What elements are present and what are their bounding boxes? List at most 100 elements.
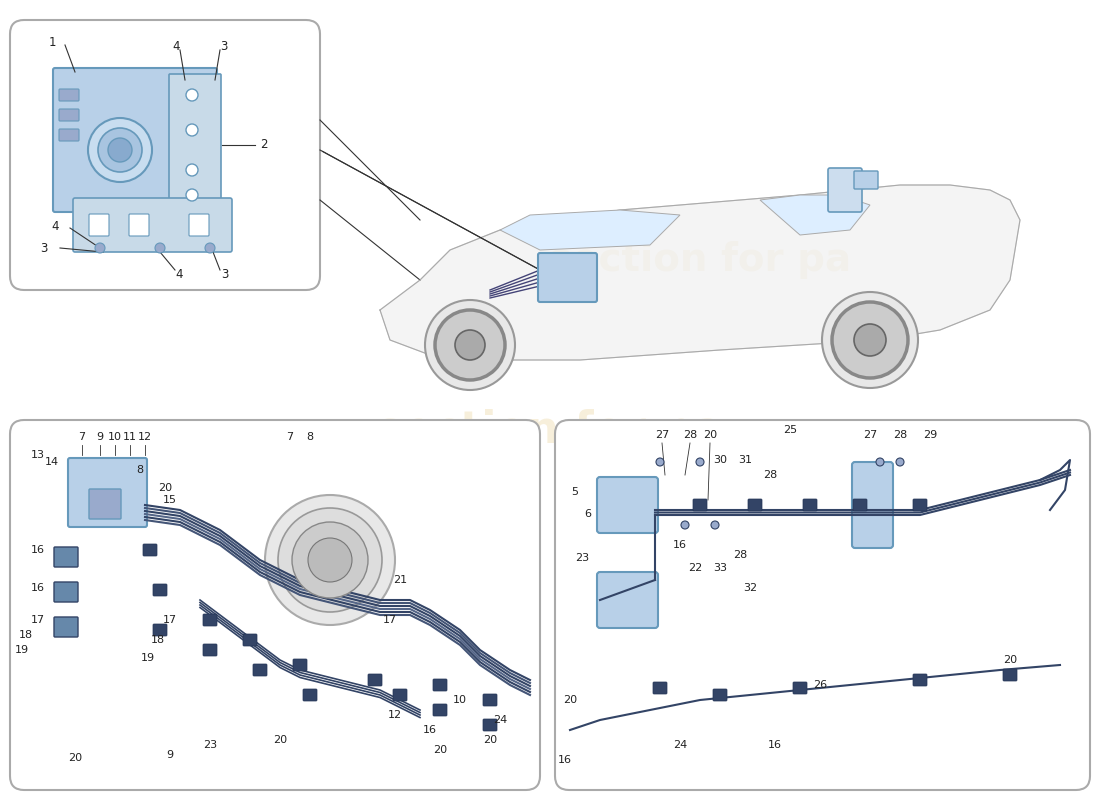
Text: 28: 28 bbox=[763, 470, 777, 480]
FancyBboxPatch shape bbox=[293, 659, 307, 671]
FancyBboxPatch shape bbox=[189, 214, 209, 236]
FancyBboxPatch shape bbox=[556, 420, 1090, 790]
Text: 15: 15 bbox=[163, 495, 177, 505]
Text: 18: 18 bbox=[19, 630, 33, 640]
Text: 26: 26 bbox=[813, 680, 827, 690]
FancyBboxPatch shape bbox=[433, 704, 447, 716]
FancyBboxPatch shape bbox=[433, 679, 447, 691]
Text: section for pa: section for pa bbox=[588, 559, 912, 601]
Text: 30: 30 bbox=[713, 455, 727, 465]
Circle shape bbox=[186, 189, 198, 201]
Text: 6: 6 bbox=[584, 509, 592, 519]
FancyBboxPatch shape bbox=[169, 74, 221, 211]
FancyBboxPatch shape bbox=[483, 719, 497, 731]
FancyBboxPatch shape bbox=[597, 572, 658, 628]
FancyBboxPatch shape bbox=[10, 20, 320, 290]
FancyBboxPatch shape bbox=[483, 694, 497, 706]
FancyBboxPatch shape bbox=[153, 624, 167, 636]
Text: 7: 7 bbox=[78, 432, 86, 442]
Text: 17: 17 bbox=[31, 615, 45, 625]
FancyBboxPatch shape bbox=[204, 614, 217, 626]
FancyBboxPatch shape bbox=[59, 129, 79, 141]
Text: 20: 20 bbox=[1003, 655, 1018, 665]
FancyBboxPatch shape bbox=[243, 634, 257, 646]
FancyBboxPatch shape bbox=[73, 198, 232, 252]
Text: 16: 16 bbox=[31, 583, 45, 593]
Text: 20: 20 bbox=[68, 753, 82, 763]
Circle shape bbox=[186, 124, 198, 136]
Circle shape bbox=[95, 243, 104, 253]
FancyBboxPatch shape bbox=[54, 617, 78, 637]
Circle shape bbox=[88, 118, 152, 182]
Text: 20: 20 bbox=[483, 735, 497, 745]
FancyBboxPatch shape bbox=[913, 674, 927, 686]
FancyBboxPatch shape bbox=[713, 689, 727, 701]
Polygon shape bbox=[379, 185, 1020, 360]
Text: 5: 5 bbox=[572, 487, 579, 497]
FancyBboxPatch shape bbox=[59, 89, 79, 101]
Circle shape bbox=[186, 89, 198, 101]
Circle shape bbox=[292, 522, 368, 598]
Text: 16: 16 bbox=[558, 755, 572, 765]
Text: 17: 17 bbox=[163, 615, 177, 625]
Text: 9: 9 bbox=[97, 432, 103, 442]
Text: 1: 1 bbox=[48, 35, 56, 49]
FancyBboxPatch shape bbox=[828, 168, 862, 212]
FancyBboxPatch shape bbox=[693, 499, 707, 511]
Text: 14: 14 bbox=[45, 457, 59, 467]
Text: 25: 25 bbox=[783, 425, 798, 435]
Circle shape bbox=[205, 243, 214, 253]
Text: 16: 16 bbox=[768, 740, 782, 750]
Text: 4: 4 bbox=[173, 39, 179, 53]
Circle shape bbox=[696, 458, 704, 466]
Text: 7: 7 bbox=[286, 432, 294, 442]
Circle shape bbox=[98, 128, 142, 172]
Text: 10: 10 bbox=[453, 695, 468, 705]
Text: 33: 33 bbox=[713, 563, 727, 573]
FancyBboxPatch shape bbox=[538, 253, 597, 302]
Circle shape bbox=[186, 164, 198, 176]
Text: 20: 20 bbox=[563, 695, 578, 705]
Text: 22: 22 bbox=[688, 563, 702, 573]
Circle shape bbox=[265, 495, 395, 625]
Text: 12: 12 bbox=[138, 432, 152, 442]
Circle shape bbox=[711, 521, 719, 529]
Text: 28: 28 bbox=[683, 430, 697, 440]
Circle shape bbox=[434, 310, 505, 380]
Text: 4: 4 bbox=[175, 267, 183, 281]
FancyBboxPatch shape bbox=[129, 214, 149, 236]
Circle shape bbox=[278, 508, 382, 612]
FancyBboxPatch shape bbox=[368, 674, 382, 686]
Text: 8: 8 bbox=[136, 465, 144, 475]
Text: 17: 17 bbox=[383, 615, 397, 625]
Text: 16: 16 bbox=[673, 540, 688, 550]
Text: 28: 28 bbox=[893, 430, 907, 440]
Circle shape bbox=[308, 538, 352, 582]
Circle shape bbox=[876, 458, 884, 466]
Circle shape bbox=[822, 292, 918, 388]
FancyBboxPatch shape bbox=[852, 499, 867, 511]
Text: 16: 16 bbox=[424, 725, 437, 735]
Polygon shape bbox=[760, 195, 870, 235]
FancyBboxPatch shape bbox=[204, 644, 217, 656]
FancyBboxPatch shape bbox=[748, 499, 762, 511]
Text: section for pa: section for pa bbox=[376, 409, 724, 451]
FancyBboxPatch shape bbox=[253, 664, 267, 676]
FancyBboxPatch shape bbox=[597, 477, 658, 533]
FancyBboxPatch shape bbox=[54, 582, 78, 602]
Text: 20: 20 bbox=[273, 735, 287, 745]
Text: 28: 28 bbox=[733, 550, 747, 560]
Text: 3: 3 bbox=[221, 267, 229, 281]
Text: 24: 24 bbox=[493, 715, 507, 725]
Text: 29: 29 bbox=[923, 430, 937, 440]
Text: 19: 19 bbox=[15, 645, 29, 655]
Text: 9: 9 bbox=[166, 750, 174, 760]
Circle shape bbox=[108, 138, 132, 162]
FancyBboxPatch shape bbox=[68, 458, 147, 527]
Text: 2: 2 bbox=[260, 138, 267, 151]
Circle shape bbox=[155, 243, 165, 253]
Circle shape bbox=[681, 521, 689, 529]
Text: section for pa: section for pa bbox=[88, 559, 411, 601]
Text: 24: 24 bbox=[673, 740, 688, 750]
Text: 20: 20 bbox=[433, 745, 447, 755]
